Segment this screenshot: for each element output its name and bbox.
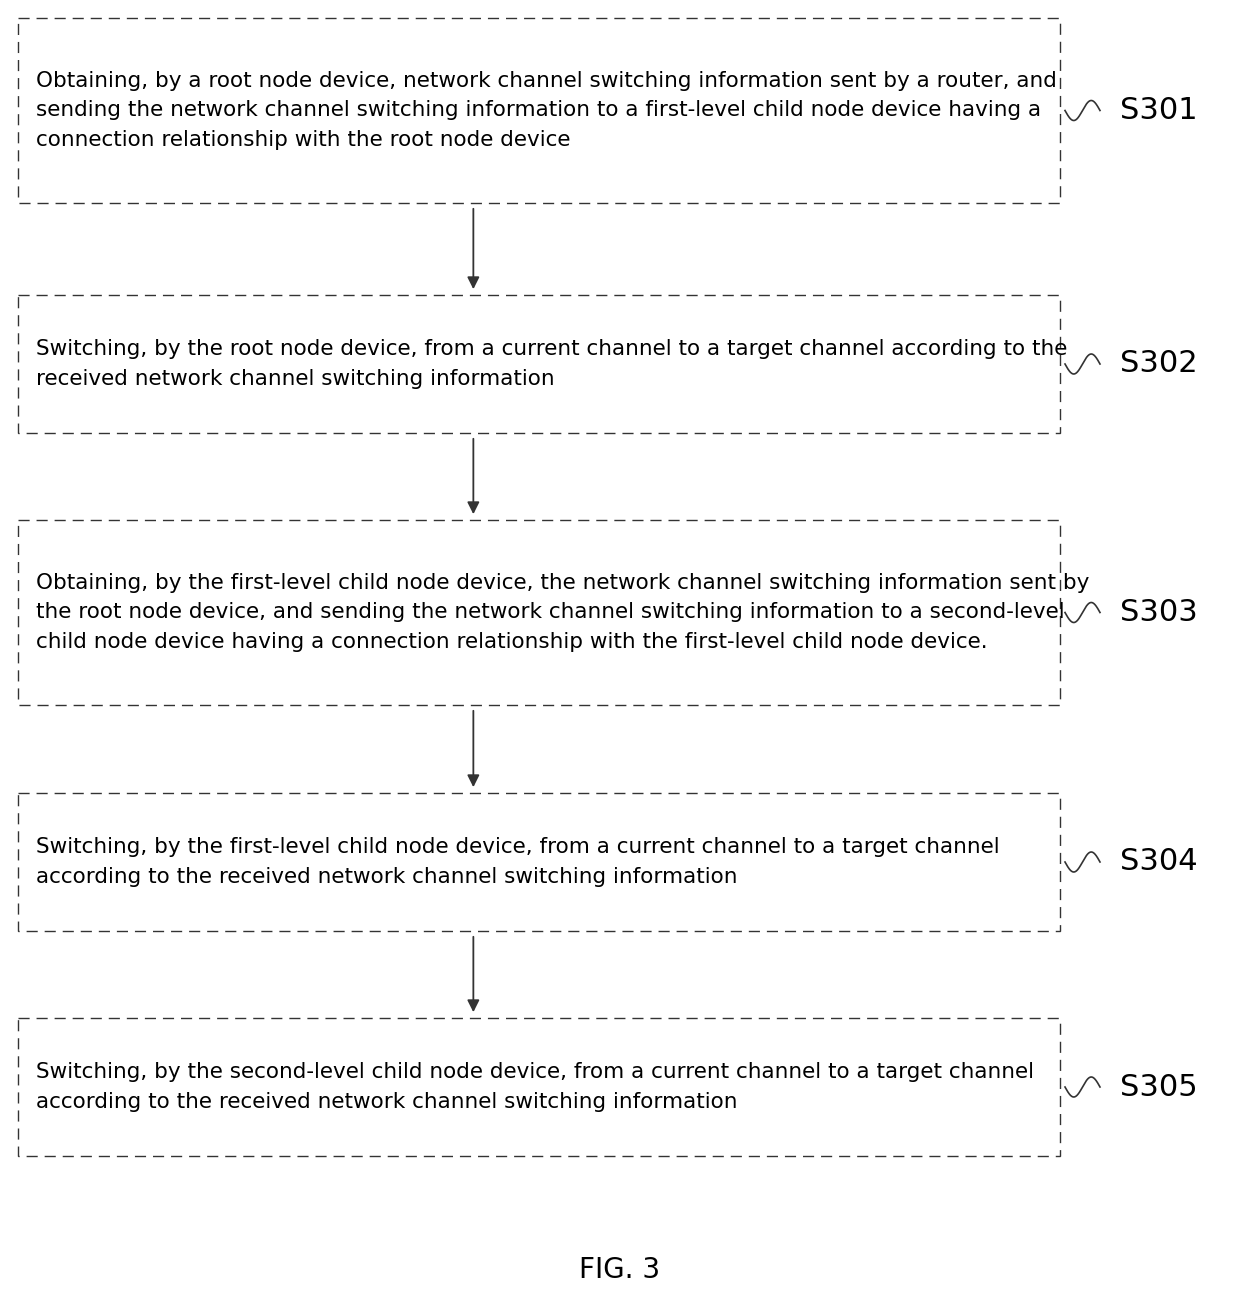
Text: Obtaining, by a root node device, network channel switching information sent by : Obtaining, by a root node device, networ…: [36, 71, 1056, 150]
Bar: [19, 295, 1060, 433]
Text: Obtaining, by the first-level child node device, the network channel switching i: Obtaining, by the first-level child node…: [36, 573, 1090, 652]
Text: Switching, by the second-level child node device, from a current channel to a ta: Switching, by the second-level child nod…: [36, 1063, 1034, 1111]
Text: S302: S302: [1120, 349, 1198, 378]
Text: S301: S301: [1120, 96, 1198, 125]
Text: S303: S303: [1120, 598, 1198, 627]
Text: FIG. 3: FIG. 3: [579, 1256, 661, 1284]
Bar: [19, 1018, 1060, 1156]
Bar: [19, 18, 1060, 203]
Bar: [19, 792, 1060, 932]
Bar: [19, 520, 1060, 705]
Text: S304: S304: [1120, 848, 1198, 876]
Text: Switching, by the first-level child node device, from a current channel to a tar: Switching, by the first-level child node…: [36, 837, 999, 887]
Text: S305: S305: [1120, 1072, 1198, 1102]
Text: Switching, by the root node device, from a current channel to a target channel a: Switching, by the root node device, from…: [36, 340, 1068, 388]
